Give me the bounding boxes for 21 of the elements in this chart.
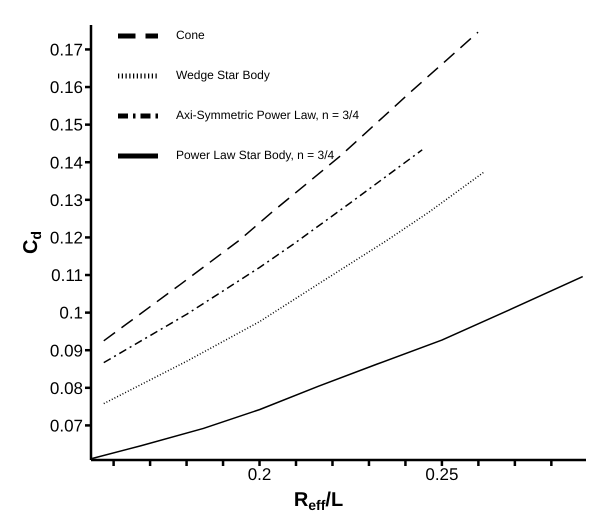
legend-label: Wedge Star Body <box>176 68 270 82</box>
y-tick-label: 0.12 <box>50 228 83 248</box>
y-tick-label: 0.16 <box>50 78 83 98</box>
y-tick-label: 0.15 <box>50 116 83 135</box>
x-tick-label: 0.2 <box>248 465 272 484</box>
y-tick-label: 0.09 <box>50 341 83 360</box>
line-series <box>103 170 486 404</box>
y-tick-label: 0.14 <box>50 153 83 172</box>
line-series <box>103 31 479 342</box>
line-series <box>103 149 423 364</box>
y-tick-label: 0.1 <box>59 304 83 323</box>
legend-label: Power Law Star Body, n = 3/4 <box>176 148 334 162</box>
y-tick-label: 0.11 <box>51 266 83 286</box>
legend-label: Cone <box>176 28 205 42</box>
y-tick-label: 0.08 <box>50 378 83 398</box>
x-tick-label: 0.25 <box>425 465 458 484</box>
y-tick-label: 0.07 <box>50 416 83 436</box>
x-axis-title: R$_{eff}$/L <box>294 489 344 514</box>
legend-label: Axi-Symmetric Power Law, n = 3/4 <box>176 108 360 122</box>
y-tick-label: 0.13 <box>50 190 83 210</box>
y-tick-label: 0.17 <box>50 40 83 60</box>
